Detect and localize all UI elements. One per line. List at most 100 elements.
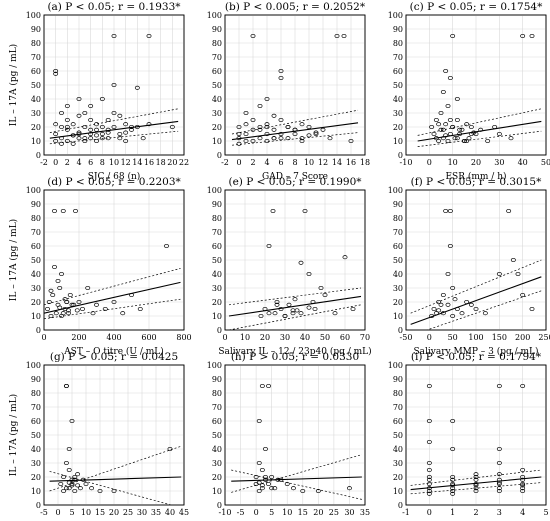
data-point	[426, 491, 432, 496]
data-point	[454, 96, 460, 102]
y-tick-label: 0	[36, 151, 41, 160]
data-point	[473, 306, 479, 312]
ci-lower-line	[425, 290, 542, 330]
data-point	[436, 122, 442, 127]
x-tick-label: 200	[71, 333, 86, 342]
x-tick-label: 400	[106, 333, 121, 342]
data-point	[250, 138, 256, 144]
y-tick-label: 70	[31, 403, 41, 412]
x-tick-label: 18	[156, 158, 166, 167]
data-point	[117, 131, 123, 137]
ci-lower-line	[410, 482, 542, 495]
panel-f: (f) P < 0.05; r = 0.3015* 0 10 20 30 40 50 60 70…	[388, 176, 550, 357]
y-tick-label: 80	[393, 389, 403, 398]
data-point	[58, 481, 64, 487]
y-tick-label: 40	[31, 270, 41, 279]
data-point	[259, 467, 265, 473]
x-tick-label: 5	[543, 508, 548, 517]
x-tick-label: 6	[88, 158, 93, 167]
plot-border	[224, 14, 366, 156]
y-tick-label: 20	[31, 473, 41, 482]
y-tick-label: 100	[26, 186, 41, 195]
ci-upper-line	[44, 268, 181, 306]
data-point	[94, 127, 99, 132]
data-point	[236, 124, 242, 130]
data-point	[306, 133, 312, 138]
data-point	[264, 124, 270, 130]
data-point	[129, 124, 134, 130]
data-point	[431, 306, 437, 312]
data-point	[278, 477, 284, 482]
data-point	[94, 138, 99, 144]
data-point	[496, 460, 502, 466]
data-point	[52, 264, 57, 270]
data-point	[117, 136, 123, 141]
y-tick-label: 50	[393, 431, 403, 440]
x-axis-label: Salivary IL – 12 / 23p40 (pg / mL)	[218, 346, 371, 357]
x-tick-label: 60	[340, 333, 350, 342]
data-point	[63, 383, 69, 389]
data-point	[64, 299, 70, 305]
x-tick-label: 0	[427, 158, 432, 167]
y-tick-label: 70	[212, 403, 222, 412]
data-point	[496, 383, 502, 389]
panel-title: (i) P < 0.05; r = 0.1794*	[411, 351, 542, 363]
data-point	[348, 138, 354, 144]
data-point	[69, 477, 75, 482]
plot-border	[405, 364, 547, 506]
data-point	[278, 306, 284, 312]
data-point	[315, 488, 321, 494]
data-point	[433, 136, 439, 141]
data-point	[436, 308, 442, 313]
data-point	[250, 33, 256, 39]
x-tick-label: 20	[471, 158, 481, 167]
data-point	[473, 483, 479, 488]
data-point	[45, 306, 50, 312]
data-point	[82, 110, 88, 116]
y-tick-label: 30	[31, 109, 41, 118]
y-tick-label: 80	[393, 214, 403, 223]
y-tick-label: 70	[31, 228, 41, 237]
data-point	[111, 33, 117, 39]
data-point	[266, 481, 272, 487]
data-point	[468, 124, 474, 130]
x-tick-label: 0	[254, 508, 259, 517]
data-point	[59, 141, 64, 146]
panel-d: (d) P < 0.05; r = 0.2203* 0 10 20 30 40 50 60 70…	[8, 176, 192, 357]
x-tick-label: 4	[264, 158, 269, 167]
x-tick-label: 2	[473, 508, 478, 517]
data-point	[520, 292, 526, 298]
data-point	[66, 446, 72, 452]
data-point	[105, 127, 111, 132]
x-tick-label: 2	[250, 158, 255, 167]
data-point	[310, 299, 316, 305]
data-point	[63, 460, 69, 466]
x-tick-label: 25	[329, 508, 339, 517]
data-point	[445, 103, 451, 109]
y-tick-label: 100	[207, 186, 222, 195]
data-point	[306, 305, 312, 310]
data-point	[243, 122, 249, 127]
x-tick-label: 18	[360, 158, 370, 167]
y-tick-label: 90	[393, 200, 403, 209]
data-point	[454, 136, 460, 141]
x-tick-label: 600	[141, 333, 156, 342]
data-point	[70, 133, 76, 138]
data-point	[88, 127, 94, 132]
data-point	[89, 486, 95, 491]
data-point	[292, 297, 298, 302]
y-tick-label: 10	[31, 137, 41, 146]
data-point	[520, 467, 526, 473]
regression-line	[410, 276, 542, 325]
data-point	[264, 138, 270, 144]
data-point	[450, 486, 456, 491]
y-tick-label: 70	[393, 403, 403, 412]
y-tick-label: 10	[393, 137, 403, 146]
ci-lower-line	[417, 130, 542, 147]
data-point	[298, 311, 304, 316]
y-tick-label: 50	[393, 256, 403, 265]
x-tick-label: -5	[40, 508, 48, 517]
data-point	[482, 311, 488, 316]
data-point	[496, 488, 502, 494]
data-point	[250, 117, 256, 123]
